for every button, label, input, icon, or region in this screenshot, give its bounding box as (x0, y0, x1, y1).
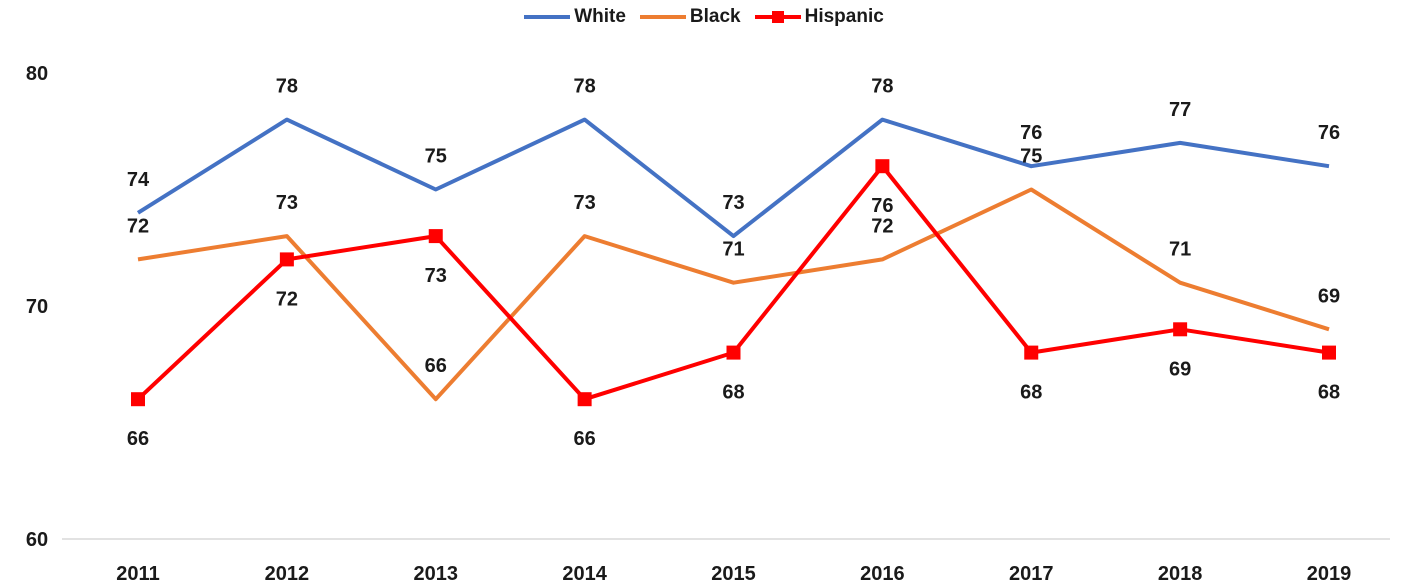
data-point-hispanic (131, 392, 145, 407)
data-point-hispanic (875, 159, 890, 174)
data-label-black: 73 (276, 192, 298, 214)
y-tick-label: 70 (26, 296, 48, 318)
data-label-white: 75 (425, 146, 447, 168)
data-point-hispanic (428, 229, 443, 244)
data-point-hispanic (726, 345, 741, 360)
x-tick-label: 2016 (860, 563, 905, 585)
data-label-white: 76 (1020, 122, 1042, 144)
data-label-white: 78 (276, 76, 298, 98)
legend-item-white: White (524, 6, 626, 28)
legend-swatch-black (639, 7, 686, 27)
legend-label-hispanic: Hispanic (804, 6, 884, 27)
data-label-hispanic: 66 (574, 428, 596, 450)
x-tick-label: 2014 (562, 563, 607, 585)
data-label-hispanic: 66 (127, 428, 149, 450)
series-layer (131, 117, 1336, 407)
data-label-black: 72 (871, 215, 893, 237)
data-label-white: 78 (574, 76, 596, 98)
x-tick-label: 2012 (265, 563, 310, 585)
series-line-black (137, 187, 1330, 402)
data-point-hispanic (279, 252, 294, 267)
y-tick-label: 80 (26, 63, 48, 85)
data-label-black: 73 (574, 192, 596, 214)
data-point-hispanic (1024, 345, 1039, 360)
data-label-hispanic: 68 (1318, 382, 1340, 404)
x-tick-label: 2017 (1009, 563, 1054, 585)
data-label-hispanic: 69 (1169, 358, 1191, 380)
data-label-hispanic: 68 (722, 382, 744, 404)
data-label-black: 72 (127, 215, 149, 237)
data-label-hispanic: 73 (425, 265, 447, 287)
legend-swatch-white (524, 7, 571, 27)
data-label-black: 75 (1020, 146, 1042, 168)
x-tick-label: 2018 (1158, 563, 1203, 585)
data-label-hispanic: 76 (871, 195, 893, 217)
data-point-hispanic (1322, 345, 1336, 360)
x-tick-label: 2019 (1307, 563, 1352, 585)
series-line-white (136, 117, 1330, 239)
x-tick-label: 2013 (414, 563, 459, 585)
legend: White Black Hispanic (0, 6, 1408, 28)
axis-layer: 60 70 80 2011 2012 2013 2014 2015 2016 2017 2018 20… (26, 63, 1390, 585)
label-layer: 7478757873787677767273667371727571696672… (127, 76, 1340, 451)
data-point-hispanic (577, 392, 592, 407)
x-tick-label: 2015 (711, 563, 756, 585)
data-label-white: 76 (1318, 122, 1340, 144)
data-label-white: 74 (127, 169, 150, 191)
data-label-black: 71 (722, 239, 744, 261)
data-label-black: 69 (1318, 285, 1340, 307)
x-tick-label: 2011 (116, 563, 159, 585)
data-label-white: 77 (1169, 99, 1191, 121)
data-label-hispanic: 68 (1020, 382, 1042, 404)
legend-label-black: Black (689, 6, 741, 27)
legend-swatch-hispanic (754, 7, 801, 27)
data-label-white: 73 (722, 192, 744, 214)
data-label-black: 71 (1169, 239, 1191, 261)
legend-item-black: Black (639, 6, 741, 28)
legend-item-hispanic: Hispanic (754, 6, 884, 28)
data-label-white: 78 (871, 76, 893, 98)
y-tick-label: 60 (26, 529, 48, 551)
legend-label-white: White (574, 6, 626, 27)
data-point-hispanic (1173, 322, 1188, 337)
data-label-hispanic: 72 (276, 288, 298, 310)
data-label-black: 66 (425, 355, 447, 377)
